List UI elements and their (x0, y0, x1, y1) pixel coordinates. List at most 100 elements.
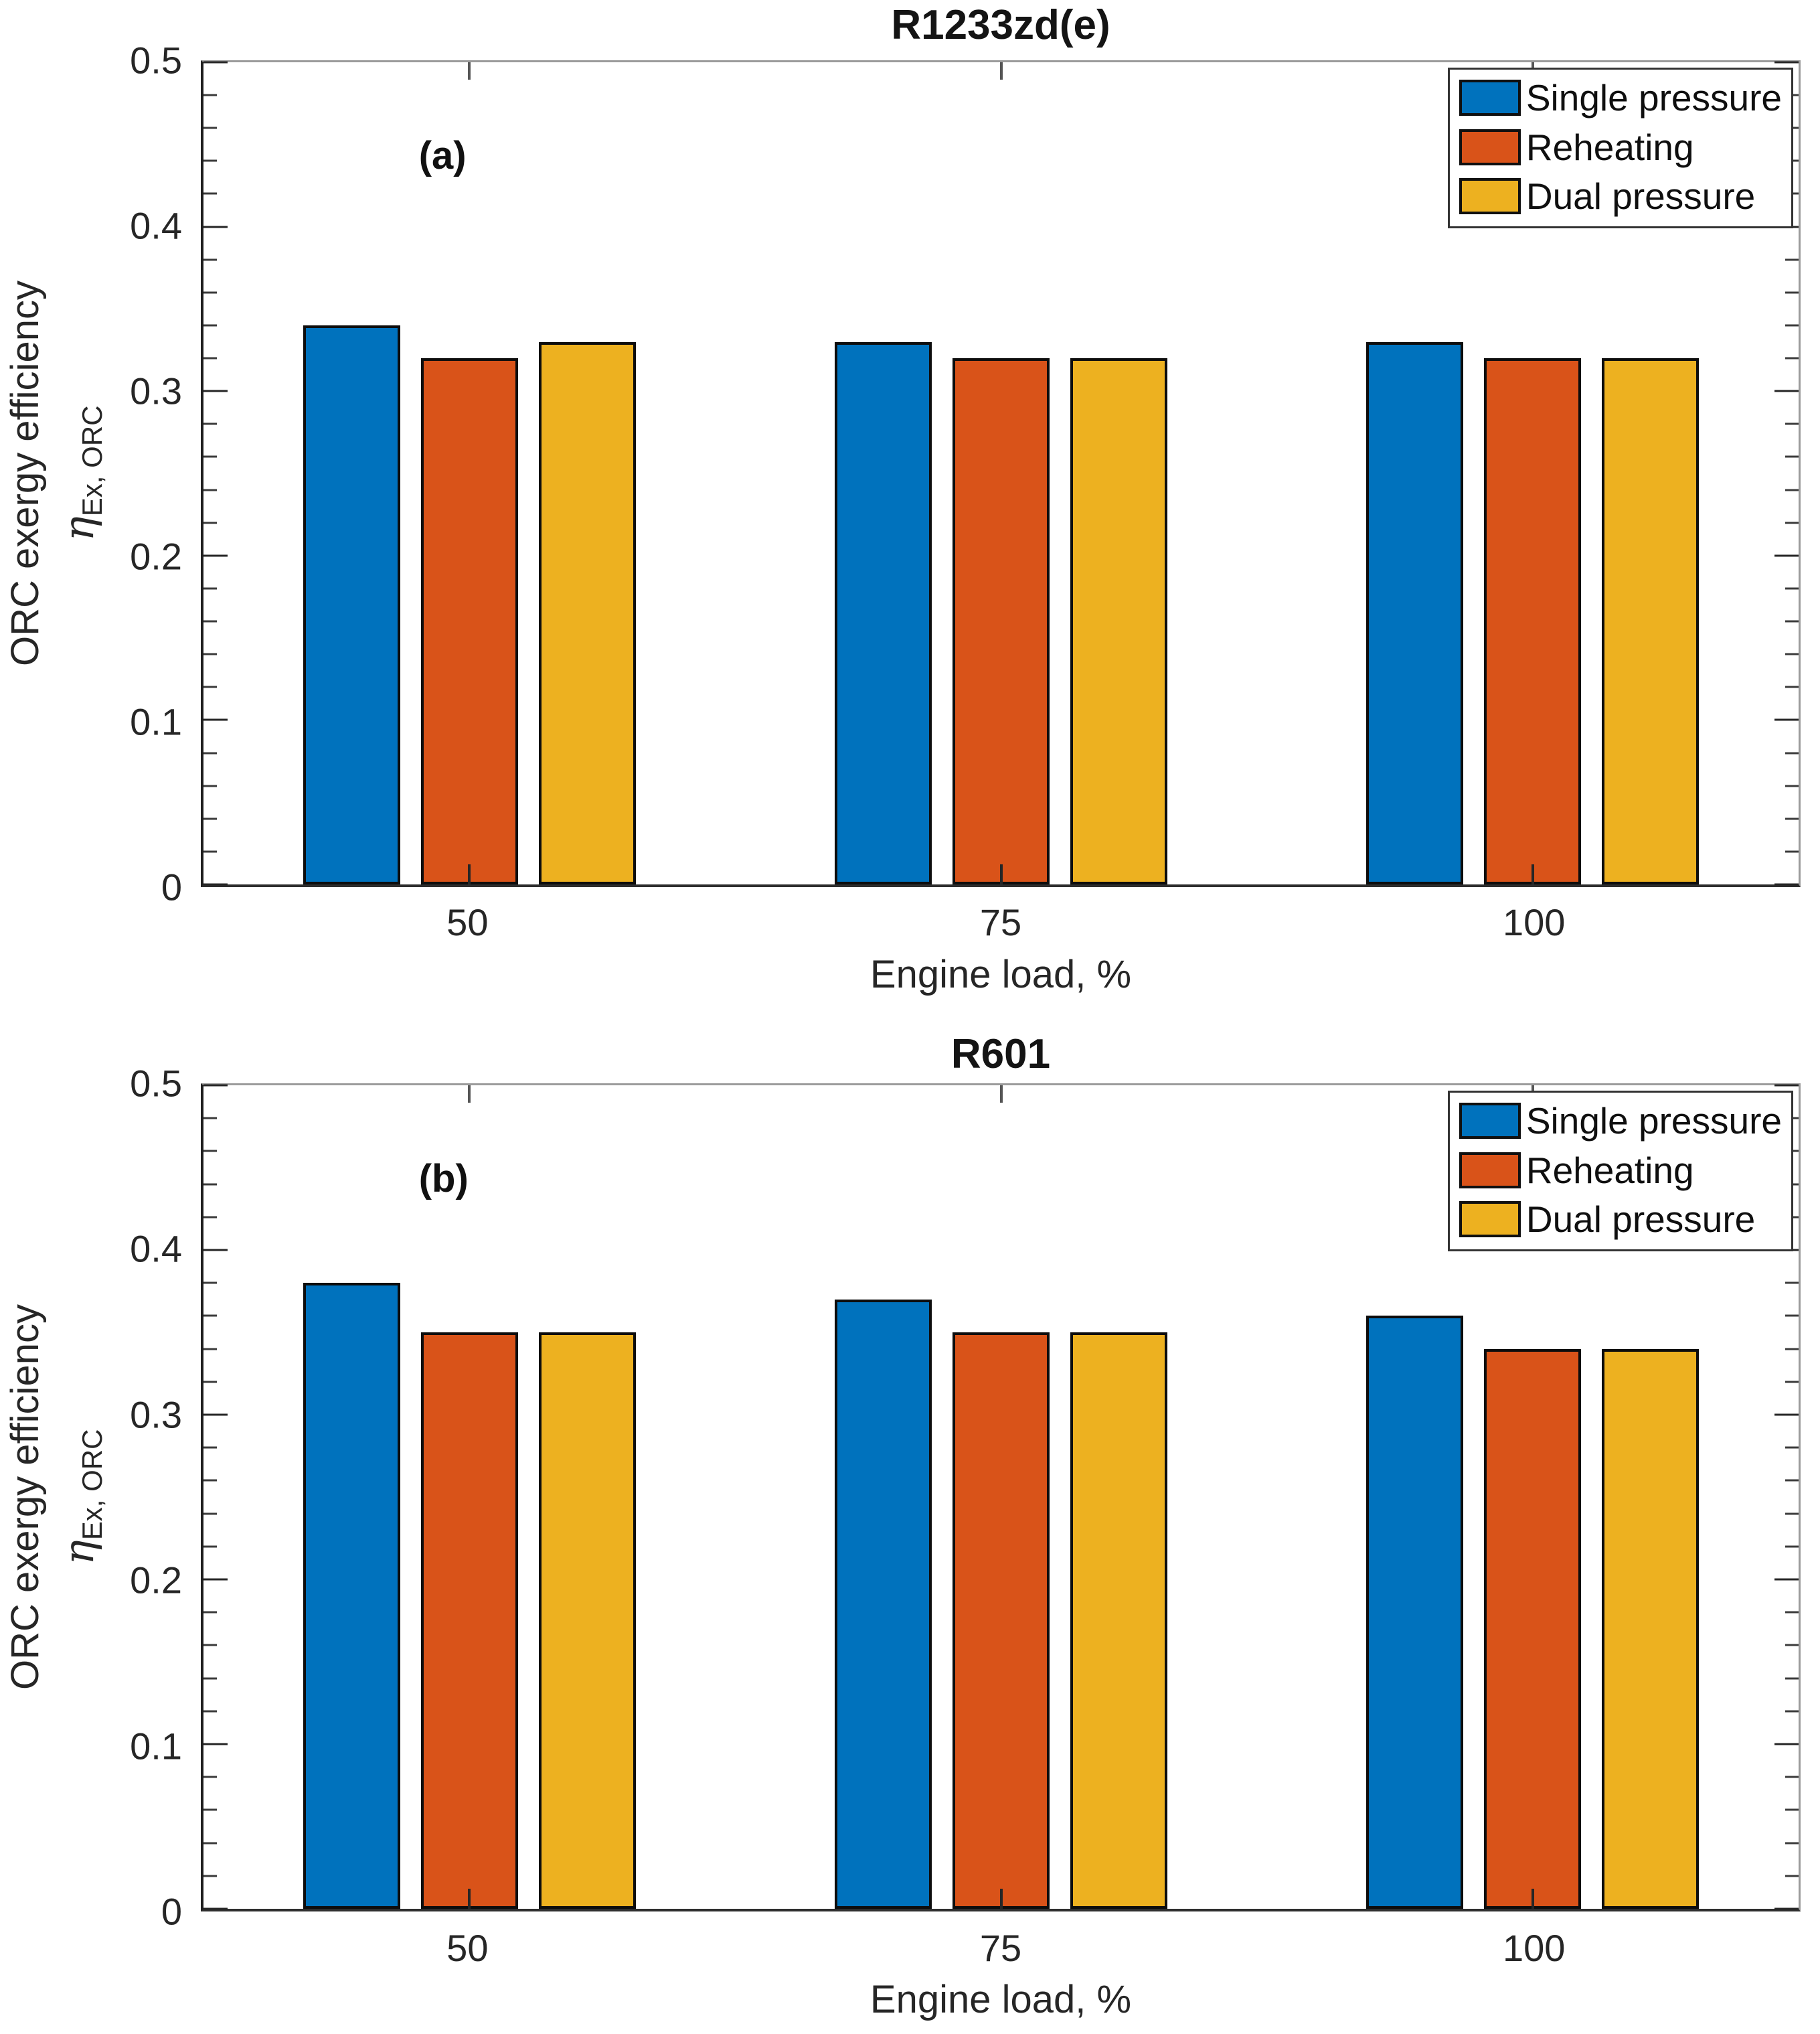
bar-dual-pressure-50 (538, 1332, 636, 1909)
y-minor-tick (1785, 422, 1799, 425)
y-minor-tick (1785, 1875, 1799, 1877)
y-tick-label-0.3: 0.3 (130, 370, 182, 412)
y-tick-labels: 0 0.1 0.2 0.3 0.4 0.5 (0, 40, 182, 909)
legend-swatch-reheating (1459, 129, 1521, 165)
bar-single-pressure-50 (303, 1283, 400, 1909)
y-minor-tick (203, 620, 217, 623)
y-minor-tick (203, 1776, 217, 1778)
y-minor-tick (203, 1281, 217, 1284)
y-minor-tick (1785, 489, 1799, 491)
y-minor-tick (1785, 522, 1799, 524)
x-tick-label-100: 100 (1502, 901, 1566, 943)
x-tick-label-75: 75 (979, 1927, 1022, 1969)
y-minor-tick (203, 1479, 217, 1482)
y-major-tick (1774, 1743, 1799, 1745)
legend-item-single-pressure: Single pressure (1459, 1101, 1782, 1142)
legend-item-dual-pressure: Dual pressure (1459, 176, 1782, 217)
y-minor-tick (203, 1216, 217, 1219)
y-minor-tick (203, 1381, 217, 1383)
bar-dual-pressure-100 (1602, 1348, 1700, 1909)
x-tick-label-50: 50 (446, 901, 489, 943)
y-major-tick (203, 1578, 228, 1581)
legend-item-dual-pressure: Dual pressure (1459, 1199, 1782, 1240)
y-minor-tick (203, 587, 217, 590)
y-minor-tick (203, 1446, 217, 1449)
y-minor-tick (203, 850, 217, 853)
y-major-tick (1774, 1907, 1799, 1910)
bar-dual-pressure-75 (1070, 1332, 1167, 1909)
y-minor-tick (1785, 455, 1799, 458)
y-major-tick (1774, 718, 1799, 721)
legend-a: Single pressure Reheating Dual pressure (1447, 68, 1793, 228)
bar-reheating-50 (420, 358, 518, 884)
y-minor-tick (1785, 1710, 1799, 1713)
y-major-tick (203, 883, 228, 886)
y-minor-tick (203, 1512, 217, 1515)
y-minor-tick (1785, 850, 1799, 853)
y-minor-tick (203, 1842, 217, 1845)
bar-single-pressure-75 (835, 341, 932, 884)
bar-single-pressure-100 (1366, 341, 1464, 884)
y-minor-tick (203, 817, 217, 820)
x-tick-top-50 (468, 62, 471, 80)
y-major-tick (203, 226, 228, 228)
plot-area-b: (b) Single pressure Reheating Dual press… (201, 1083, 1801, 1911)
legend-swatch-single-pressure (1459, 80, 1521, 116)
y-minor-tick (203, 291, 217, 294)
y-major-tick (203, 1743, 228, 1745)
y-minor-tick (1785, 653, 1799, 655)
y-minor-tick (1785, 620, 1799, 623)
y-minor-tick (1785, 1677, 1799, 1680)
y-tick-label-0: 0 (161, 866, 182, 909)
legend-b: Single pressure Reheating Dual pressure (1447, 1091, 1793, 1251)
x-tick-top-50 (468, 1085, 471, 1103)
y-minor-tick (203, 1150, 217, 1152)
y-tick-label-0.4: 0.4 (130, 204, 182, 247)
y-minor-tick (1785, 1479, 1799, 1482)
y-minor-tick (203, 1677, 217, 1680)
chart-title-a: R1233zd(e) (891, 2, 1110, 48)
y-minor-tick (1785, 1842, 1799, 1845)
y-minor-tick (203, 1875, 217, 1877)
y-minor-tick (1785, 817, 1799, 820)
y-major-tick (1774, 1084, 1799, 1087)
y-minor-tick (203, 1117, 217, 1119)
y-minor-tick (1785, 1314, 1799, 1317)
y-major-tick (1774, 883, 1799, 886)
y-minor-tick (203, 752, 217, 755)
y-minor-tick (1785, 1545, 1799, 1548)
y-minor-tick (203, 324, 217, 327)
x-tick-bottom-50 (468, 1889, 471, 1909)
y-minor-tick (203, 258, 217, 261)
bar-reheating-100 (1484, 358, 1582, 884)
y-major-tick (203, 61, 228, 64)
x-axis-label-b: Engine load, % (870, 1978, 1132, 2021)
y-minor-tick (203, 192, 217, 195)
y-minor-tick (1785, 785, 1799, 787)
y-minor-tick (203, 94, 217, 96)
y-minor-tick (1785, 1808, 1799, 1811)
y-minor-tick (203, 127, 217, 129)
y-major-tick (203, 1413, 228, 1416)
y-major-tick (1774, 390, 1799, 392)
y-minor-tick (1785, 258, 1799, 261)
y-major-tick (203, 1084, 228, 1087)
y-minor-tick (1785, 357, 1799, 360)
bar-dual-pressure-50 (538, 341, 636, 884)
bar-single-pressure-75 (835, 1299, 932, 1909)
x-tick-labels-a: 50 75 100 (201, 901, 1801, 947)
y-minor-tick (203, 455, 217, 458)
x-tick-bottom-75 (999, 864, 1003, 884)
x-tick-top-75 (999, 1085, 1003, 1103)
plot-area-a: (a) Single pressure Reheating Dual press… (201, 60, 1801, 887)
y-minor-tick (1785, 587, 1799, 590)
legend-label-single-pressure: Single pressure (1525, 1100, 1782, 1142)
y-minor-tick (203, 686, 217, 688)
bar-reheating-75 (953, 358, 1050, 884)
y-minor-tick (203, 1314, 217, 1317)
y-minor-tick (1785, 1644, 1799, 1646)
y-major-tick (203, 718, 228, 721)
y-minor-tick (203, 159, 217, 162)
legend-item-single-pressure: Single pressure (1459, 78, 1782, 119)
